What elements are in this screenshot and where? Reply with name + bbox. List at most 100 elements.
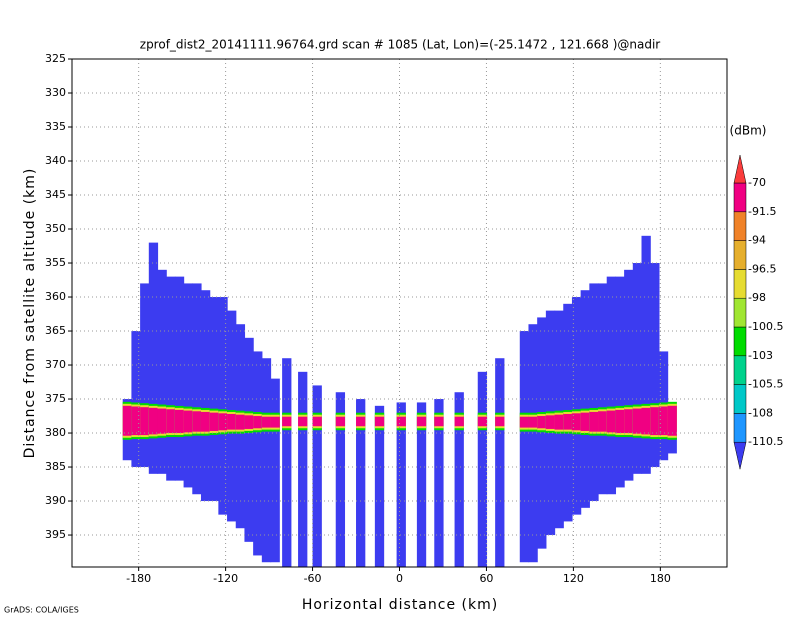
y-tick-label: 385 [45,460,66,473]
x-tick-label: 180 [650,572,671,585]
colorbar-label: -70 [748,176,766,189]
bright-band [563,413,573,430]
echo-column [641,235,651,474]
bright-band [615,409,625,434]
y-axis-label: Distance from satellite altitude (km) [22,168,38,459]
bright-band [235,414,246,430]
echo-column [632,263,643,474]
y-tick-label: 370 [45,358,66,371]
bright-band [148,407,159,435]
colorbar-label: -108 [748,406,773,419]
colorbar-label: -96.5 [748,262,776,275]
colorbar-box [733,182,747,213]
y-tick-label: 360 [45,290,66,303]
echo-column [416,402,427,567]
echo-column [174,276,185,481]
colorbar-box [733,269,747,299]
bright-band [312,416,322,427]
plot-frame [71,58,728,568]
colorbar-box [733,326,747,357]
x-tick-label: -120 [213,572,238,585]
colorbar-box [733,240,747,270]
echo-column [218,297,228,515]
bright-band [624,409,634,434]
bright-band [545,415,556,429]
bright-band [598,411,608,432]
colorbar-unit: (dBm) [730,124,767,138]
bright-band [131,406,141,436]
echo-column [356,399,366,567]
bright-band [580,412,590,431]
echo-column [606,276,617,495]
x-axis-label: Horizontal distance (km) [302,597,498,613]
bright-band [396,416,406,427]
echo-column [528,324,538,563]
echo-column [270,378,280,563]
x-tick-label: -60 [304,572,322,585]
colorbar-label: -103 [748,349,773,362]
bright-band [166,409,176,434]
echo-column [477,371,488,567]
y-tick-label: 350 [45,222,66,235]
bright-band [589,411,599,432]
bright-band [282,416,292,427]
echo-column [537,317,547,549]
bright-band [434,416,444,427]
bright-band [227,413,237,430]
bright-band [209,412,219,431]
echo-column [335,392,346,567]
y-tick-label: 375 [45,392,66,405]
echo-column [589,283,599,502]
colorbar-high [733,154,747,184]
echo-column [650,263,660,468]
echo-column [312,385,322,567]
bright-band [667,405,677,436]
echo-column [298,371,308,567]
bright-band [632,408,643,434]
echo-column [192,283,202,495]
bright-band [374,416,385,427]
colorbar-label: -91.5 [748,205,776,218]
x-tick-label: 60 [479,572,493,585]
colorbar-box [733,355,747,385]
bright-band [528,416,538,428]
echo-column [580,290,590,508]
echo-column [571,297,582,515]
echo-column [200,290,211,502]
bright-band [477,416,488,427]
colorbar-label: -105.5 [748,378,783,391]
bright-band [495,416,505,427]
y-tick-label: 395 [45,528,66,541]
bright-band [571,413,582,431]
bright-band [244,415,254,429]
bright-band [606,410,617,433]
bright-band [253,416,263,429]
bright-band [200,411,211,432]
bright-band [157,408,167,434]
bright-band [650,407,660,436]
colorbar-low [733,441,747,470]
bright-band [122,405,133,436]
echo-column [396,402,406,567]
plot-area [122,235,677,567]
echo-column [519,331,530,563]
bright-band [537,416,547,429]
y-tick-label: 365 [45,324,66,337]
footer: GrADS: COLA/IGES [4,606,79,615]
echo-column [183,283,193,488]
echo-column [253,351,263,556]
bright-band [416,416,427,427]
y-tick-label: 340 [45,154,66,167]
echo-column [615,276,625,488]
echo-column [598,283,608,495]
bright-band [298,416,308,427]
echo-column [261,358,272,563]
echo-column [454,392,464,567]
y-tick-label: 355 [45,256,66,269]
bright-band [335,416,346,427]
y-tick-label: 345 [45,188,66,201]
colorbar-label: -94 [748,234,766,247]
colorbar-box [733,413,747,443]
bright-band [183,410,193,433]
bright-band [356,416,366,427]
